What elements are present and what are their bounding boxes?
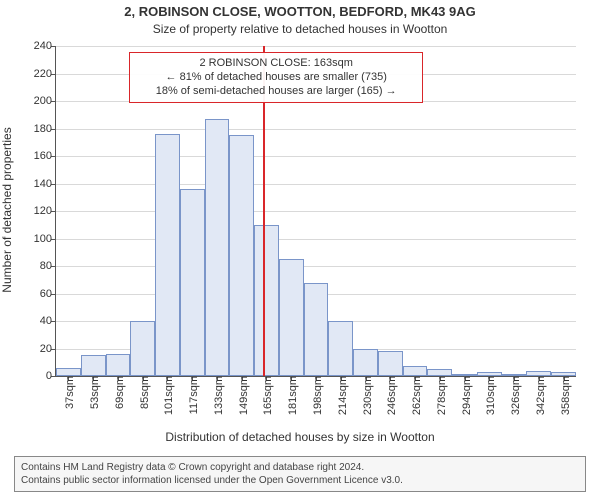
x-axis-label: Distribution of detached houses by size …	[0, 430, 600, 444]
y-tick-label: 120	[34, 205, 56, 217]
x-tick-label: 310sqm	[481, 376, 497, 415]
histogram-bar	[229, 135, 254, 376]
histogram-bar	[155, 134, 180, 376]
x-tick-label: 230sqm	[358, 376, 374, 415]
gridline	[56, 156, 576, 157]
x-tick-label: 117sqm	[184, 376, 200, 414]
histogram-bar	[353, 349, 378, 377]
x-tick-label: 326sqm	[506, 376, 522, 415]
x-tick-label: 294sqm	[457, 376, 473, 415]
y-tick-label: 240	[34, 40, 56, 52]
chart-title: 2, ROBINSON CLOSE, WOOTTON, BEDFORD, MK4…	[0, 4, 600, 19]
annotation-box: 2 ROBINSON CLOSE: 163sqm← 81% of detache…	[129, 52, 423, 103]
x-tick-label: 37sqm	[60, 376, 76, 409]
y-tick-label: 160	[34, 150, 56, 162]
y-tick-label: 220	[34, 68, 56, 80]
histogram-bar	[56, 368, 81, 376]
gridline	[56, 184, 576, 185]
footer-line: Contains public sector information licen…	[21, 474, 579, 487]
chart-subtitle: Size of property relative to detached ho…	[0, 22, 600, 36]
x-tick-label: 358sqm	[556, 376, 572, 415]
histogram-bar	[304, 283, 329, 377]
histogram-bar	[106, 354, 131, 376]
histogram-bar	[130, 321, 155, 376]
annotation-line: 2 ROBINSON CLOSE: 163sqm	[136, 57, 416, 71]
histogram-bar	[180, 189, 205, 376]
histogram-bar	[328, 321, 353, 376]
x-tick-label: 246sqm	[382, 376, 398, 415]
x-tick-label: 214sqm	[333, 376, 349, 415]
x-tick-label: 262sqm	[407, 376, 423, 415]
plot-area: 02040608010012014016018020022024037sqm53…	[55, 46, 576, 377]
y-tick-label: 180	[34, 123, 56, 135]
y-tick-label: 0	[46, 370, 56, 382]
footer-line: Contains HM Land Registry data © Crown c…	[21, 461, 579, 474]
y-tick-label: 140	[34, 178, 56, 190]
y-tick-label: 80	[40, 260, 56, 272]
x-tick-label: 69sqm	[110, 376, 126, 409]
footer-attribution: Contains HM Land Registry data © Crown c…	[14, 456, 586, 492]
annotation-line: ← 81% of detached houses are smaller (73…	[136, 71, 416, 85]
x-tick-label: 53sqm	[85, 376, 101, 409]
histogram-bar	[403, 366, 428, 376]
y-tick-label: 200	[34, 95, 56, 107]
annotation-line: 18% of semi-detached houses are larger (…	[136, 85, 416, 99]
gridline	[56, 46, 576, 47]
y-tick-label: 100	[34, 233, 56, 245]
gridline	[56, 239, 576, 240]
x-tick-label: 85sqm	[135, 376, 151, 409]
histogram-bar	[378, 351, 403, 376]
histogram-bar	[427, 369, 452, 376]
histogram-bar	[81, 355, 106, 376]
x-tick-label: 342sqm	[531, 376, 547, 415]
histogram-bar	[205, 119, 230, 376]
gridline	[56, 211, 576, 212]
histogram-bar	[254, 225, 279, 376]
x-tick-label: 165sqm	[258, 376, 274, 415]
y-tick-label: 60	[40, 288, 56, 300]
histogram-bar	[279, 259, 304, 376]
x-tick-label: 149sqm	[234, 376, 250, 415]
y-tick-label: 20	[40, 343, 56, 355]
y-axis-label: Number of detached properties	[0, 45, 14, 375]
x-tick-label: 181sqm	[283, 376, 299, 415]
x-tick-label: 101sqm	[159, 376, 175, 415]
chart-container: 2, ROBINSON CLOSE, WOOTTON, BEDFORD, MK4…	[0, 0, 600, 500]
gridline	[56, 266, 576, 267]
y-tick-label: 40	[40, 315, 56, 327]
gridline	[56, 129, 576, 130]
x-tick-label: 198sqm	[308, 376, 324, 415]
x-tick-label: 278sqm	[432, 376, 448, 415]
x-tick-label: 133sqm	[209, 376, 225, 415]
